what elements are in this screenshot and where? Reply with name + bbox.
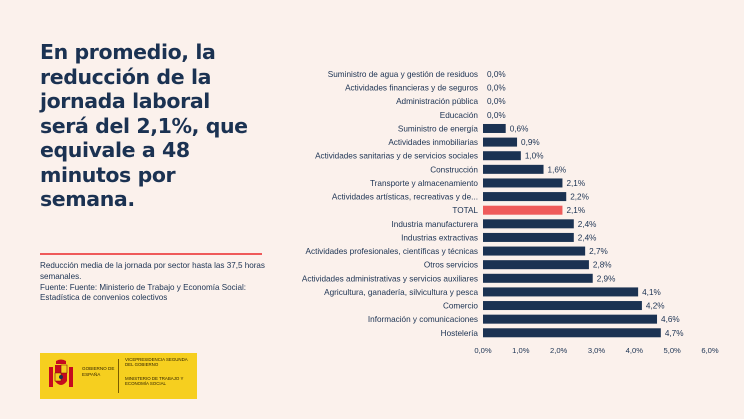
category-label: Educación [440, 111, 479, 120]
category-label: Hostelería [441, 329, 479, 338]
category-label: Administración pública [396, 97, 478, 106]
category-label: Agricultura, ganadería, silvicultura y p… [324, 288, 478, 297]
data-label: 0,9% [521, 138, 540, 147]
chart-bar [483, 246, 586, 256]
data-label: 4,7% [665, 329, 684, 338]
coat-of-arms-icon [49, 359, 73, 387]
x-tick-label: 4,0% [626, 346, 644, 355]
category-label: Comercio [443, 302, 478, 311]
data-label: 0,6% [510, 124, 529, 133]
chart-bar [483, 178, 563, 188]
government-logo: GOBIERNO DE ESPAÑA VICEPRESIDENCIA SEGUN… [40, 353, 197, 399]
chart-bar [483, 314, 658, 324]
data-label: 1,0% [525, 152, 544, 161]
category-label: Otros servicios [424, 261, 478, 270]
data-label: 0,0% [487, 97, 506, 106]
divider [40, 253, 262, 255]
chart-bar [483, 137, 518, 147]
data-label: 2,1% [566, 206, 585, 215]
chart-bar [483, 260, 589, 270]
data-label: 4,2% [646, 302, 665, 311]
chart-bar [483, 205, 563, 215]
category-label: Actividades artísticas, recreativas y de… [332, 193, 478, 202]
category-label: Suministro de energía [398, 124, 479, 133]
chart-bar [483, 273, 593, 283]
data-label: 0,0% [487, 84, 506, 93]
chart-bar [483, 301, 642, 311]
vicepresidency-label: VICEPRESIDENCIA SEGUNDA DEL GOBIERNO [125, 357, 188, 368]
category-label: Actividades administrativas y servicios … [302, 274, 478, 283]
data-label: 2,4% [578, 233, 597, 242]
data-label: 4,1% [642, 288, 661, 297]
chart-bar [483, 328, 661, 338]
data-label: 2,1% [566, 179, 585, 188]
chart-bar [483, 151, 521, 161]
data-label: 0,0% [487, 70, 506, 79]
chart-caption: Reducción media de la jornada por sector… [40, 261, 270, 304]
chart-bar [483, 219, 574, 229]
x-tick-label: 3,0% [588, 346, 606, 355]
data-label: 2,7% [589, 247, 608, 256]
category-label: Industria manufacturera [392, 220, 479, 229]
category-label: Información y comunicaciones [368, 315, 478, 324]
category-label: Actividades sanitarias y de servicios so… [315, 152, 478, 161]
x-tick-label: 6,0% [701, 346, 719, 355]
x-tick-label: 5,0% [664, 346, 682, 355]
chart-bar [483, 123, 506, 133]
ministry-label: MINISTERIO DE TRABAJO Y ECONOMÍA SOCIAL [125, 376, 184, 387]
category-label: Transporte y almacenamiento [370, 179, 478, 188]
data-label: 4,6% [661, 315, 680, 324]
chart-bar [483, 232, 574, 242]
chart-bar [483, 164, 544, 174]
category-label: Actividades inmobiliarias [388, 138, 478, 147]
x-tick-label: 1,0% [512, 346, 530, 355]
category-label: Actividades financieras y de seguros [345, 84, 478, 93]
data-label: 2,4% [578, 220, 597, 229]
chart-bar [483, 287, 639, 297]
logo-divider [118, 359, 119, 393]
x-tick-label: 0,0% [474, 346, 492, 355]
caption-description: Reducción media de la jornada por sector… [40, 261, 265, 281]
x-tick-label: 2,0% [550, 346, 568, 355]
category-label: TOTAL [452, 206, 478, 215]
data-label: 0,0% [487, 111, 506, 120]
category-label: Construcción [430, 165, 478, 174]
category-label: Actividades profesionales, científicas y… [306, 247, 478, 256]
data-label: 2,9% [597, 274, 616, 283]
data-label: 1,6% [548, 165, 567, 174]
government-label: GOBIERNO DE ESPAÑA [82, 366, 115, 377]
category-label: Suministro de agua y gestión de residuos [328, 70, 478, 79]
data-label: 2,8% [593, 261, 612, 270]
category-label: Industrias extractivas [401, 233, 478, 242]
data-label: 2,2% [570, 193, 589, 202]
chart-bar [483, 192, 567, 202]
caption-source: Fuente: Fuente: Ministerio de Trabajo y … [40, 282, 247, 303]
page-title: En promedio, la reducción de la jornada … [40, 40, 248, 211]
